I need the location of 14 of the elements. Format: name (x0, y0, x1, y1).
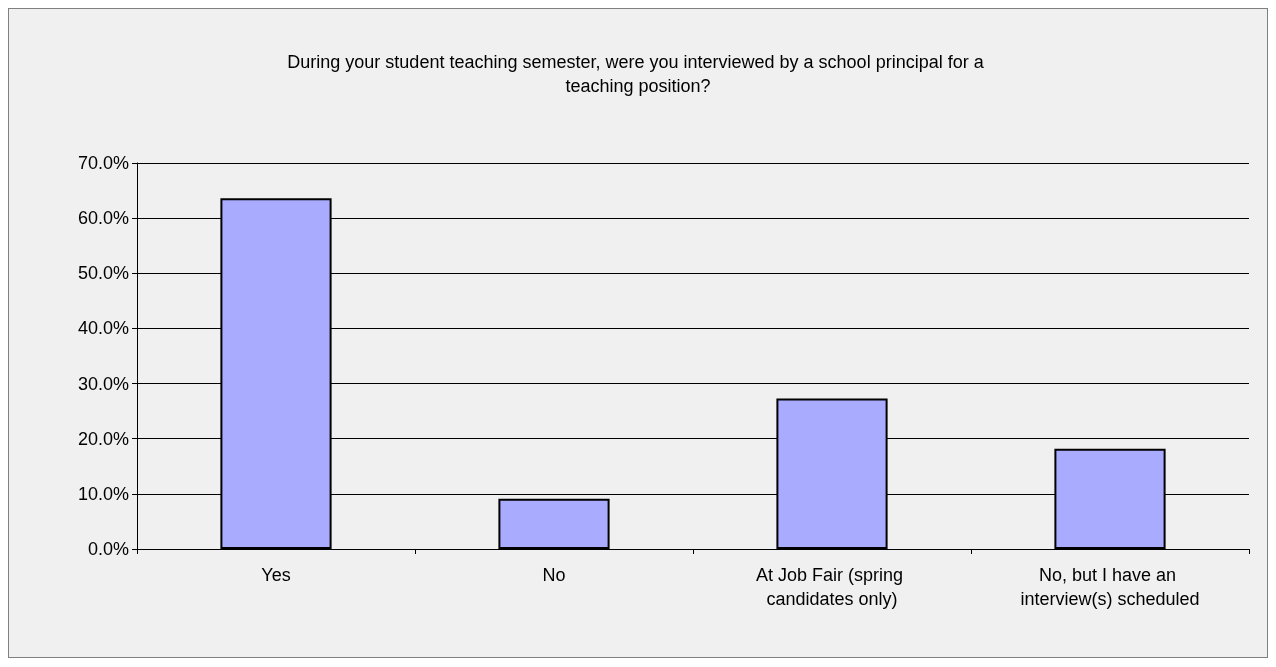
x-tick-label: At Job Fair (spring candidates only) (755, 565, 909, 609)
bar (498, 498, 610, 549)
y-tick-label: 70.0% (77, 153, 129, 173)
y-tick-label: 50.0% (77, 263, 129, 284)
y-tick-label: 30.0% (77, 373, 129, 394)
x-tick-label: No (542, 565, 566, 585)
y-tick-label: 60.0% (77, 208, 129, 229)
x-tick-label: No, but I have an interview(s) scheduled (1020, 565, 1200, 609)
y-tick-label: 20.0% (77, 428, 129, 449)
y-tick-label: 10.0% (77, 483, 129, 504)
chart-title: During your student teaching semester, were you interviewed by a school principal for a teaching position? (287, 52, 989, 96)
y-tick-label: 0.0% (87, 539, 129, 559)
x-tick-label: Yes (261, 565, 291, 585)
y-tick-label: 40.0% (77, 318, 129, 339)
